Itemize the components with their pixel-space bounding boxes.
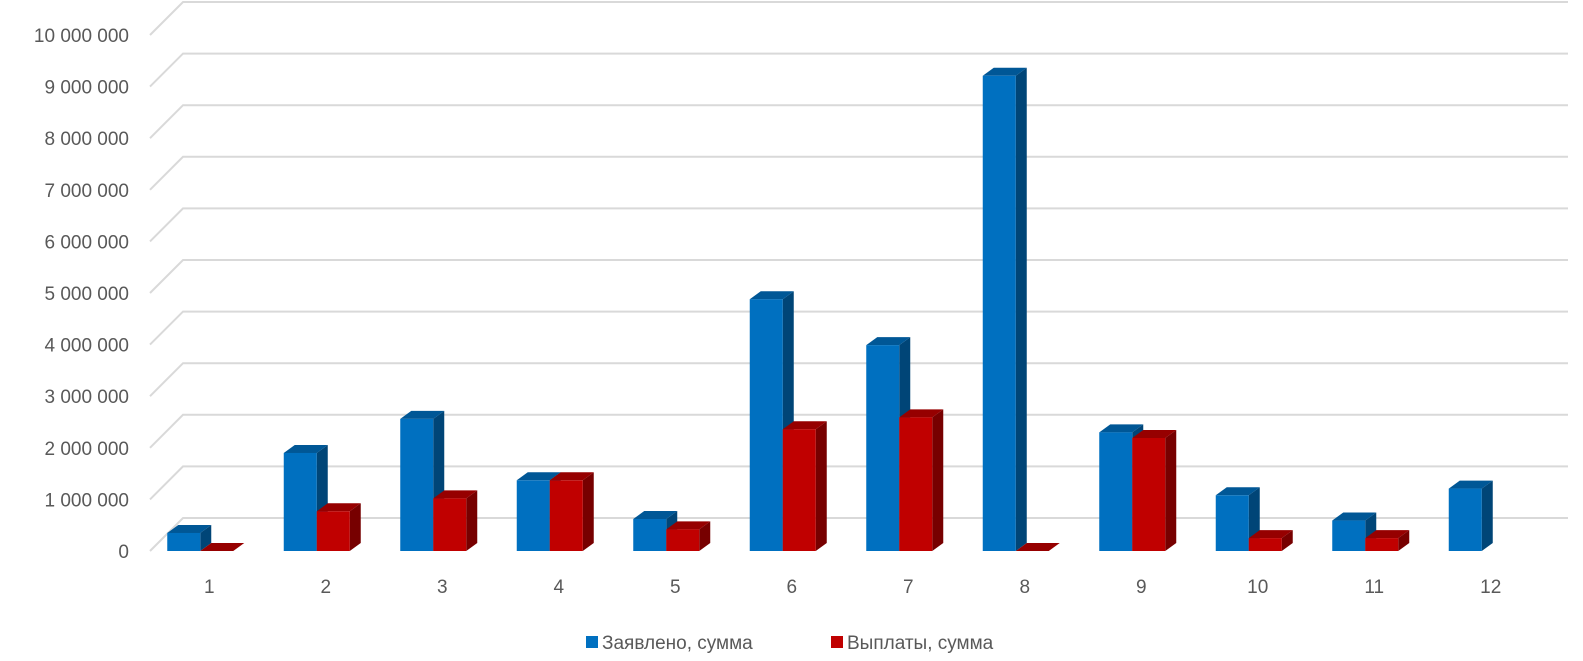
bar bbox=[1215, 487, 1260, 551]
gridline bbox=[149, 362, 1568, 397]
x-tick-label: 4 bbox=[553, 577, 564, 598]
bars bbox=[167, 67, 1493, 551]
bar bbox=[200, 543, 245, 551]
y-tick-label: 7 000 000 bbox=[44, 181, 129, 202]
y-tick-label: 6 000 000 bbox=[44, 232, 129, 253]
y-tick-label: 3 000 000 bbox=[44, 387, 129, 408]
gridline bbox=[149, 155, 1568, 191]
y-tick-label: 1 000 000 bbox=[44, 490, 129, 511]
y-tick-label: 8 000 000 bbox=[44, 129, 129, 150]
x-tick-label: 7 bbox=[903, 577, 914, 598]
y-tick-label: 10 000 000 bbox=[34, 26, 129, 47]
x-tick-label: 12 bbox=[1480, 577, 1501, 598]
y-tick-label: 4 000 000 bbox=[44, 336, 129, 357]
gridline bbox=[149, 413, 1568, 449]
bar bbox=[1365, 530, 1410, 551]
bar bbox=[433, 490, 478, 551]
x-tick-label: 9 bbox=[1136, 577, 1147, 598]
bar bbox=[1448, 480, 1493, 551]
x-tick-label: 1 bbox=[204, 577, 215, 598]
bar bbox=[1015, 543, 1060, 551]
y-tick-label: 2 000 000 bbox=[44, 439, 129, 460]
gridline bbox=[149, 1, 1568, 36]
legend-swatch bbox=[831, 636, 843, 648]
bar bbox=[666, 521, 711, 551]
bar bbox=[782, 421, 827, 551]
y-tick-label: 5 000 000 bbox=[44, 284, 129, 305]
gridline bbox=[149, 104, 1568, 139]
gridlines bbox=[149, 1, 1568, 552]
y-axis-tick-labels: 0 1 000 000 2 000 000 3 000 000 4 000 000 5 0… bbox=[34, 26, 129, 563]
gridline bbox=[149, 310, 1568, 346]
x-tick-label: 6 bbox=[786, 577, 797, 598]
gridline bbox=[149, 465, 1568, 501]
legend-item: Заявлено, сумма bbox=[586, 633, 753, 654]
bar bbox=[549, 472, 594, 551]
y-tick-label: 0 bbox=[118, 542, 129, 563]
x-tick-label: 5 bbox=[670, 577, 681, 598]
legend: Заявлено, сумма Выплаты, сумма bbox=[586, 633, 994, 654]
bar bbox=[167, 524, 212, 551]
bar bbox=[982, 67, 1027, 551]
legend-item: Выплаты, сумма bbox=[831, 633, 994, 654]
bar bbox=[1248, 530, 1293, 551]
x-tick-label: 8 bbox=[1019, 577, 1030, 598]
gridline bbox=[149, 259, 1568, 294]
x-tick-label: 3 bbox=[437, 577, 448, 598]
legend-swatch bbox=[586, 636, 598, 648]
x-tick-label: 11 bbox=[1364, 577, 1384, 598]
bar bbox=[316, 503, 361, 551]
x-axis-tick-labels: 1 2 3 4 5 6 7 8 9 10 11 12 bbox=[204, 577, 1501, 598]
bar bbox=[899, 409, 944, 551]
bar bbox=[283, 444, 328, 551]
legend-label: Заявлено, сумма bbox=[602, 633, 753, 654]
legend-label: Выплаты, сумма bbox=[847, 633, 994, 654]
gridline bbox=[149, 52, 1568, 88]
bar bbox=[1132, 429, 1177, 551]
x-tick-label: 10 bbox=[1247, 577, 1268, 598]
x-tick-label: 2 bbox=[320, 577, 331, 598]
y-tick-label: 9 000 000 bbox=[44, 78, 129, 99]
gridline bbox=[149, 207, 1568, 243]
